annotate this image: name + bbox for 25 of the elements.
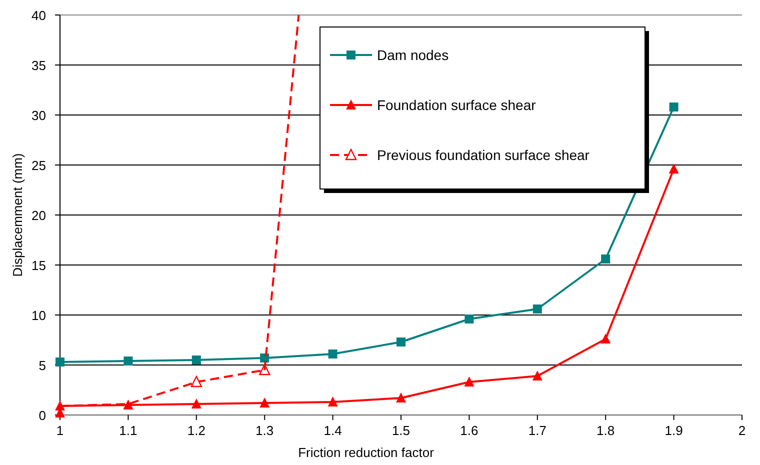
x-tick-label: 1 [56,423,64,438]
y-tick-label: 5 [38,358,46,373]
x-tick-label: 1.8 [596,423,615,438]
y-tick-label: 40 [32,8,46,23]
x-tick-label: 1.4 [324,423,342,438]
legend-label: Foundation surface shear [377,97,536,113]
y-tick-label: 10 [32,308,46,323]
x-tick-label: 2 [738,423,746,438]
x-tick-label: 1.7 [528,423,546,438]
x-tick-label: 1.3 [256,423,274,438]
x-tick-label: 1.1 [119,423,138,438]
x-tick-label: 1.2 [187,423,206,438]
y-tick-label: 0 [38,408,46,423]
legend-label: Dam nodes [377,47,449,63]
y-axis-title: Displacemment (mm) [10,153,25,277]
legend-label: Previous foundation surface shear [377,147,590,163]
x-tick-label: 1.5 [392,423,410,438]
y-tick-label: 30 [32,108,46,123]
x-tick-label: 1.6 [460,423,478,438]
x-tick-label: 1.9 [664,423,683,438]
x-axis-title: Friction reduction factor [298,445,435,460]
y-tick-label: 35 [32,58,46,73]
y-tick-label: 25 [32,158,46,173]
y-tick-label: 15 [32,258,46,273]
y-tick-label: 20 [32,208,46,223]
